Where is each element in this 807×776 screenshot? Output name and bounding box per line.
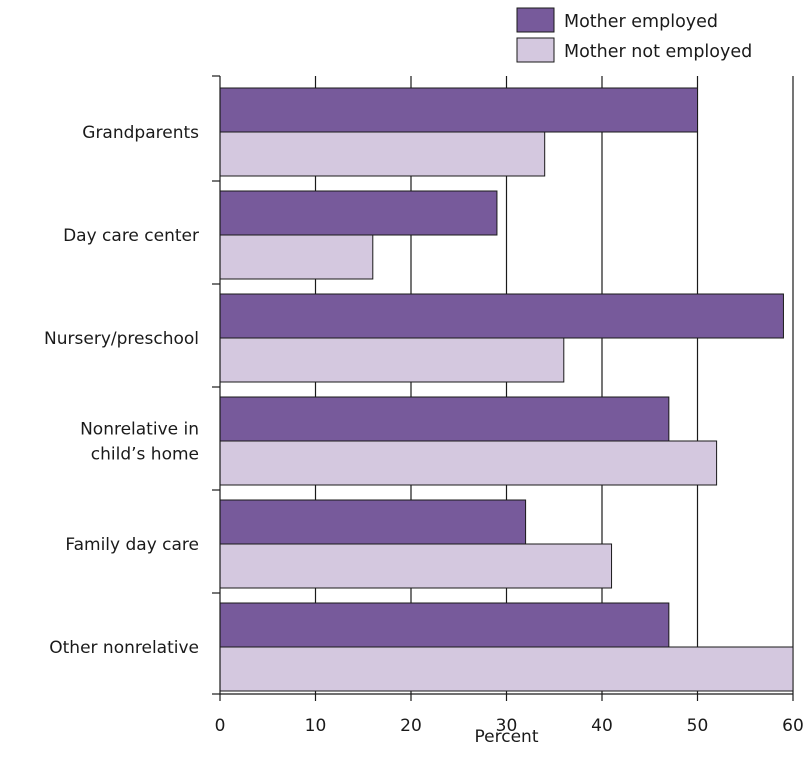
legend-swatch-not-employed bbox=[516, 37, 555, 63]
bar-employed-0 bbox=[219, 87, 698, 133]
bar-not-employed-2 bbox=[219, 337, 565, 383]
category-label-2: Nursery/preschool bbox=[44, 329, 199, 349]
bar-not-employed-0 bbox=[219, 131, 546, 177]
category-label-3-line-0: Nonrelative in bbox=[80, 420, 199, 440]
bar-employed-2 bbox=[219, 293, 784, 339]
bar-not-employed-1 bbox=[219, 234, 374, 280]
grid-lines bbox=[314, 76, 794, 694]
legend: Mother employed Mother not employed bbox=[516, 7, 752, 63]
x-tick-label-10: 10 bbox=[305, 716, 327, 736]
labels: 0 10 20 30 40 50 60 Percent Grandparents Day care… bbox=[44, 123, 804, 747]
x-tick-label-50: 50 bbox=[687, 716, 709, 736]
bar-employed-5 bbox=[219, 602, 670, 648]
bar-employed-1 bbox=[219, 190, 498, 236]
bar-employed-3 bbox=[219, 396, 670, 442]
category-label-4: Family day care bbox=[65, 535, 199, 555]
x-axis-title: Percent bbox=[475, 727, 539, 747]
legend-label-not-employed: Mother not employed bbox=[564, 42, 752, 62]
x-tick-label-40: 40 bbox=[591, 716, 613, 736]
bar-employed-4 bbox=[219, 499, 527, 545]
x-tick-label-20: 20 bbox=[400, 716, 422, 736]
bar-not-employed-3 bbox=[219, 440, 718, 486]
axes bbox=[212, 75, 794, 701]
category-label-0: Grandparents bbox=[82, 123, 199, 143]
bar-not-employed-4 bbox=[219, 543, 613, 589]
category-label-1: Day care center bbox=[63, 226, 199, 246]
bars bbox=[219, 87, 794, 692]
legend-label-employed: Mother employed bbox=[564, 12, 718, 32]
x-tick-label-60: 60 bbox=[782, 716, 804, 736]
category-label-3-line-1: child’s home bbox=[91, 445, 199, 465]
bar-not-employed-5 bbox=[219, 646, 794, 692]
x-tick-label-0: 0 bbox=[215, 716, 226, 736]
x-tick-label-30: 30 bbox=[496, 716, 518, 736]
category-label-5: Other nonrelative bbox=[49, 638, 199, 658]
legend-swatch-employed bbox=[516, 7, 555, 33]
